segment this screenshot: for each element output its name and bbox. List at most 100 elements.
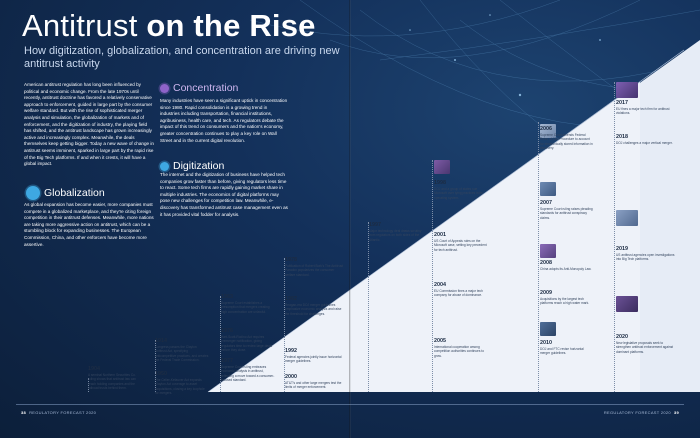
timeline-photo <box>540 182 556 196</box>
timeline-text: US Court of Appeals rules on the Microso… <box>434 239 487 252</box>
footer-right: REGULATORY FORECAST 2020 39 <box>604 410 682 415</box>
timeline-text: Federal agencies jointly issue horizonta… <box>285 355 342 364</box>
timeline-photo <box>434 160 450 174</box>
timeline-text: Supreme Court ruling raises pleading sta… <box>540 207 593 220</box>
timeline-text: International cooperation among competit… <box>434 345 484 358</box>
timeline-text: EU Commission fines a major tech company… <box>434 289 483 298</box>
globalization-heading: Globalization <box>26 186 105 200</box>
timeline-entry: 1904 A seminal Northern Securities Co. r… <box>88 366 138 390</box>
timeline-entry: 1978 Publication of Robert Bork's The An… <box>285 257 343 277</box>
page-subtitle: How digitization, globalization, and con… <box>24 45 340 70</box>
timeline-entry: 1997 Major technology deal draws scrutin… <box>369 222 425 242</box>
timeline-year: 2008 <box>540 260 552 266</box>
timeline-year: 1997 <box>369 222 381 228</box>
timeline-connector <box>284 258 285 392</box>
timeline-entry: 1950 The Celler-Kefauver Act expands Cla… <box>155 371 209 395</box>
timeline-text: Reagan-era DOJ merger guidelines emphasi… <box>285 303 342 316</box>
timeline-text: A seminal Northern Securities Co. ruling… <box>88 373 136 390</box>
timeline-connector <box>155 372 156 392</box>
timeline-connector <box>432 160 433 392</box>
timeline-entry: 2019 US antitrust agencies open investig… <box>616 246 678 262</box>
timeline-entry: 1982 Reagan-era DOJ merger guidelines em… <box>285 296 343 316</box>
timeline-text: The Celler-Kefauver Act expands Clayton … <box>155 378 205 395</box>
timeline-text: Major technology deal draws scrutiny fro… <box>369 229 422 242</box>
timeline-text: EU fines a major tech firm for antitrust… <box>616 107 670 116</box>
timeline-entry: 1977 Supreme Court ruling embraces econo… <box>221 358 275 382</box>
timeline-text: US antitrust agencies open investigation… <box>616 253 675 262</box>
digitization-heading: Digitization <box>160 160 224 172</box>
timeline-entry: 2007 Supreme Court ruling raises pleadin… <box>540 200 594 220</box>
timeline-year: 2005 <box>434 338 446 344</box>
page-title: Antitrust on the Rise <box>22 8 316 44</box>
timeline-year: 2004 <box>434 282 446 288</box>
timeline-entry: 2010 DOJ and FTC revise horizontal merge… <box>540 340 594 356</box>
timeline-photo <box>540 244 556 258</box>
timeline-year: 1977 <box>221 358 233 364</box>
timeline-year: 2017 <box>616 100 628 106</box>
timeline-year: 2007 <box>540 200 552 206</box>
digitization-bullet-icon <box>160 161 169 171</box>
timeline-year: 2020 <box>616 334 628 340</box>
timeline-entry: 1963 Supreme Court establishes a presump… <box>221 294 275 314</box>
timeline-entry: 1992 Federal agencies jointly issue hori… <box>285 348 343 364</box>
timeline-year: 2019 <box>616 246 628 252</box>
timeline-entry: 2005 International cooperation among com… <box>434 338 490 358</box>
timeline-entry: 1976 Hart-Scott-Rodino Act requires prem… <box>221 328 275 352</box>
timeline-photo <box>540 124 556 138</box>
title-regular: Antitrust <box>22 8 147 43</box>
timeline-baseline <box>16 404 684 405</box>
left-footer-label: REGULATORY FORECAST 2020 <box>29 410 97 415</box>
timeline-connector <box>88 378 89 392</box>
timeline-year: 1904 <box>88 366 100 372</box>
timeline-entry: 2009 Acquisitions by the largest tech pl… <box>540 290 594 306</box>
timeline-photo <box>616 210 638 226</box>
timeline-text: AT&T's and other large mergers test the … <box>285 381 342 390</box>
timeline-year: 2010 <box>540 340 552 346</box>
timeline-entry: 1914 Congress passes the Clayton Antitru… <box>155 338 209 362</box>
right-page-number: 39 <box>673 410 679 415</box>
timeline-text: Hart-Scott-Rodino Act requires premerger… <box>221 335 273 352</box>
timeline-text: DOJ and FTC revise horizontal merger gui… <box>540 347 584 356</box>
timeline-entry: 2017 EU fines a major tech firm for anti… <box>616 100 678 116</box>
timeline-year: 1914 <box>155 338 167 344</box>
intro-paragraph: American antitrust regulation has long b… <box>24 82 154 167</box>
timeline-connector <box>155 340 156 392</box>
timeline-year: 1982 <box>285 296 297 302</box>
timeline-text: Publication of Robert Bork's The Antitru… <box>285 264 343 277</box>
timeline-entry: 2000 AT&T's and other large mergers test… <box>285 374 343 390</box>
concentration-bullet-icon <box>160 83 169 93</box>
timeline-text: DOJ challenges a major vertical merger. <box>616 141 673 145</box>
timeline-year: 1950 <box>155 371 167 377</box>
right-footer-label: REGULATORY FORECAST 2020 <box>603 410 671 415</box>
page-gutter <box>349 0 351 438</box>
timeline-photo <box>616 296 638 312</box>
timeline-connector <box>220 296 221 392</box>
timeline-text: China adopts its Anti-Monopoly Law. <box>540 267 592 271</box>
timeline-year: 2000 <box>285 374 297 380</box>
globalization-heading-label: Globalization <box>44 187 105 199</box>
timeline-year: 2009 <box>540 290 552 296</box>
timeline-connector <box>614 82 615 392</box>
digitization-heading-label: Digitization <box>173 160 225 172</box>
timeline-text: Congress passes the Clayton Antitrust Ac… <box>155 345 209 362</box>
timeline-year: 2006 <box>540 126 552 132</box>
left-page-number: 38 <box>21 410 27 415</box>
timeline-photo <box>616 82 638 98</box>
globalization-paragraph: As global expansion has become easier, m… <box>24 202 154 247</box>
digitization-paragraph: The internet and the digitization of bus… <box>160 172 288 217</box>
timeline-connector <box>538 122 539 392</box>
footer-left: 38 REGULATORY FORECAST 2020 <box>18 410 96 415</box>
timeline-connector <box>368 222 369 392</box>
timeline-year: 1992 <box>285 348 297 354</box>
timeline-entry: 2001 US Court of Appeals rules on the Mi… <box>434 232 490 252</box>
timeline-text: New legislative proposals seek to streng… <box>616 341 674 354</box>
timeline-year: 2001 <box>434 232 446 238</box>
timeline-text: Supreme Court ruling embraces economic a… <box>221 365 275 382</box>
timeline-entry: 1998 DOJ and a group of states sue Micro… <box>434 180 490 200</box>
timeline-year: 2018 <box>616 134 628 140</box>
timeline-photo <box>540 322 556 336</box>
concentration-heading: Concentration <box>160 82 238 94</box>
timeline-text: Supreme Court amends Federal Rules of Ci… <box>540 133 593 150</box>
